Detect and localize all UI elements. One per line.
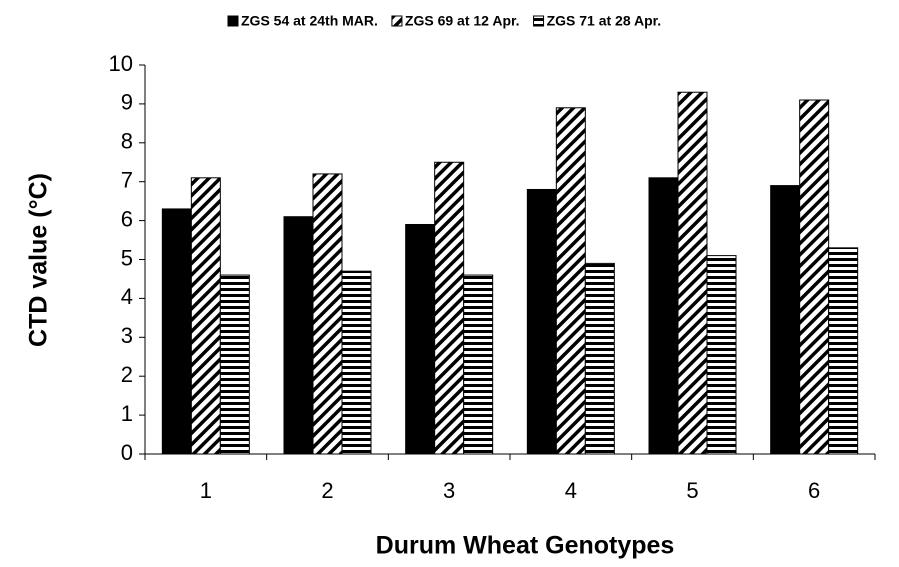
y-axis-title: CTD value (°C) — [25, 173, 53, 347]
y-tick-label: 10 — [109, 51, 133, 76]
bar — [648, 177, 679, 455]
legend-label: ZGS 71 at 28 Apr. — [547, 13, 662, 29]
y-tick-label: 1 — [121, 401, 133, 426]
bar — [463, 274, 494, 455]
bar — [584, 262, 615, 455]
y-tick-label: 6 — [121, 206, 133, 231]
x-tick-label: 5 — [686, 478, 698, 503]
bar — [283, 216, 314, 455]
bar — [341, 270, 372, 455]
legend-label: ZGS 54 at 24th MAR. — [241, 13, 378, 29]
bar — [405, 223, 436, 455]
legend-marker — [533, 15, 545, 27]
bar — [526, 188, 557, 455]
x-tick-label: 6 — [808, 478, 820, 503]
bar — [219, 274, 250, 455]
x-tick-label: 1 — [200, 478, 212, 503]
bar — [161, 208, 192, 455]
x-axis-title: Durum Wheat Genotypes — [376, 532, 675, 560]
legend-marker — [227, 15, 239, 27]
bar — [706, 255, 737, 455]
y-tick-label: 5 — [121, 245, 133, 270]
y-tick-label: 9 — [121, 90, 133, 115]
bar — [555, 107, 586, 455]
y-tick-label: 7 — [121, 168, 133, 193]
bar — [312, 173, 343, 455]
legend-label: ZGS 69 at 12 Apr. — [405, 13, 520, 29]
x-tick-label: 3 — [443, 478, 455, 503]
y-tick-label: 8 — [121, 129, 133, 154]
bar — [770, 185, 801, 455]
bar — [677, 91, 708, 455]
x-tick-label: 2 — [321, 478, 333, 503]
y-tick-label: 2 — [121, 362, 133, 387]
y-tick-label: 4 — [121, 284, 133, 309]
legend-marker — [391, 15, 403, 27]
bar — [828, 247, 859, 455]
bar — [190, 177, 221, 455]
y-tick-label: 0 — [121, 440, 133, 465]
x-tick-label: 4 — [565, 478, 577, 503]
bar — [434, 161, 465, 455]
bar — [799, 99, 830, 455]
y-tick-label: 3 — [121, 323, 133, 348]
